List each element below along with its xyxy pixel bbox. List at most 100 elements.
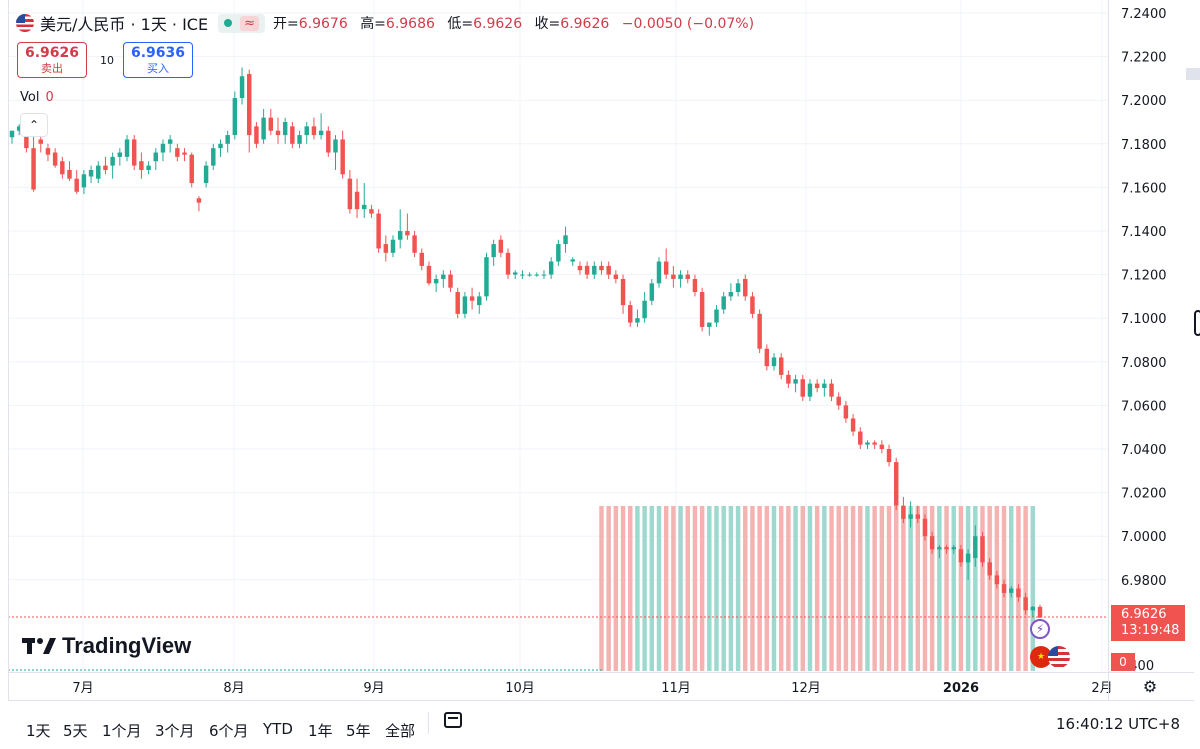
candle-body (60, 161, 65, 175)
price-tick-label: 7.1400 (1121, 225, 1167, 240)
candle-body (218, 143, 223, 149)
candle-body (743, 278, 748, 297)
volume-bar (1023, 506, 1028, 671)
candle-body (318, 130, 324, 136)
high-label: 高= (360, 16, 386, 32)
candle-body (16, 126, 22, 131)
candle-body (405, 231, 410, 236)
candle-body (362, 204, 367, 210)
candle-body (45, 148, 51, 155)
volume-bar (937, 506, 942, 671)
timeframe-5y[interactable]: 5年 (346, 722, 371, 740)
volume-bar (778, 506, 784, 671)
settings-gear-icon[interactable]: ⚙ (1142, 677, 1158, 696)
right-panel-tab[interactable] (1186, 68, 1200, 80)
candle-body (735, 283, 741, 293)
usa-flag-icon[interactable] (1048, 646, 1070, 668)
candle-body (354, 191, 360, 210)
market-status[interactable]: ≈ (218, 13, 265, 33)
timeframe-1d[interactable]: 1天 (26, 722, 51, 740)
china-flag-icon[interactable]: ★ (1030, 646, 1052, 668)
timeframe-3m[interactable]: 3个月 (155, 722, 195, 740)
timeframe-all[interactable]: 全部 (385, 722, 416, 740)
time-tick-label: 10月 (505, 681, 535, 696)
candle-body (419, 252, 424, 266)
candle-body (606, 265, 611, 275)
collapse-legend-button[interactable]: ⌃ (20, 113, 48, 137)
candle-body (397, 231, 403, 240)
price-axis: 7.2400 7.2200 7.2000 7.1800 7.1600 7.1400 7.12… (1121, 7, 1167, 674)
tradingview-logo[interactable]: TradingView (22, 633, 191, 659)
candle-body (958, 549, 964, 563)
candle-body (764, 348, 770, 367)
candle-body (994, 575, 1000, 585)
candle-body (879, 444, 885, 449)
candle-body (757, 313, 762, 349)
right-panel-handle[interactable] (1194, 310, 1200, 336)
volume-bar (858, 506, 863, 671)
candle-body (426, 265, 432, 284)
candle-body (139, 161, 144, 170)
candle-body (929, 536, 935, 550)
calendar-range-icon[interactable] (444, 712, 462, 728)
candle-body (692, 278, 698, 293)
symbol-title[interactable]: 美元/人民币 · 1天 · ICE (40, 15, 209, 34)
timeframe-ytd[interactable]: YTD (263, 720, 293, 738)
market-open-dot-icon (224, 19, 233, 27)
timeframe-6m[interactable]: 6个月 (209, 722, 249, 740)
candle-body (915, 514, 921, 519)
buy-button[interactable]: 6.9636 买入 (123, 42, 193, 78)
volume-bar (707, 506, 712, 671)
candle-body (937, 547, 942, 550)
candle-body (290, 126, 295, 144)
price-tick-label: 7.0800 (1121, 356, 1167, 371)
candle-body (707, 322, 712, 327)
candle-body (347, 178, 353, 210)
candle-body (131, 139, 137, 166)
candle-body (38, 139, 43, 144)
volume-axis-tag: 0 (1111, 653, 1135, 671)
volume-label: Vol (20, 90, 40, 105)
close-value: 6.9626 (560, 16, 610, 32)
usa-flag-icon (16, 14, 34, 32)
volume-bar (793, 506, 798, 671)
volume-bar (599, 506, 604, 671)
low-value: 6.9626 (473, 16, 523, 32)
clock-timezone[interactable]: 16:40:12 UTC+8 (1056, 715, 1180, 733)
price-tick-label: 7.0000 (1121, 530, 1167, 545)
lightning-event-icon[interactable]: ⚡ (1030, 619, 1050, 639)
volume-bar (771, 506, 777, 671)
volume-bar (893, 506, 899, 671)
volume-bar (656, 506, 662, 671)
volume-bar (750, 506, 755, 671)
timeframe-5d[interactable]: 5天 (63, 722, 88, 740)
volume-bar (649, 506, 655, 671)
volume-bar (743, 506, 748, 671)
volume-bar (714, 506, 719, 671)
time-axis: 7月 8月 9月 10月 11月 12月 2026 2月 (72, 681, 1112, 696)
volume-bar (671, 506, 676, 671)
chart-grid (8, 0, 1108, 672)
open-label: 开= (273, 16, 299, 32)
order-quantity[interactable]: 10 (100, 54, 114, 67)
symbol-header: 美元/人民币 · 1天 · ICE ≈ 开=6.9676 高=6.9686 低=… (16, 10, 762, 36)
candle-body (944, 547, 949, 550)
timeframe-1m[interactable]: 1个月 (102, 722, 142, 740)
candle-body (81, 174, 87, 188)
candle-body (728, 292, 734, 297)
sell-button[interactable]: 6.9626 卖出 (17, 42, 87, 78)
candle-body (333, 139, 338, 153)
candle-body (527, 274, 532, 276)
candle-body (498, 239, 504, 253)
candle-body (369, 209, 374, 214)
buy-price: 6.9636 (130, 45, 186, 61)
candle-body (592, 265, 597, 275)
candle-body (965, 553, 971, 563)
candle-body (584, 265, 590, 275)
timeframe-1y[interactable]: 1年 (308, 722, 333, 740)
last-price: 6.9626 (1121, 607, 1167, 622)
candle-body (268, 117, 274, 131)
volume-value: 0 (45, 90, 54, 105)
